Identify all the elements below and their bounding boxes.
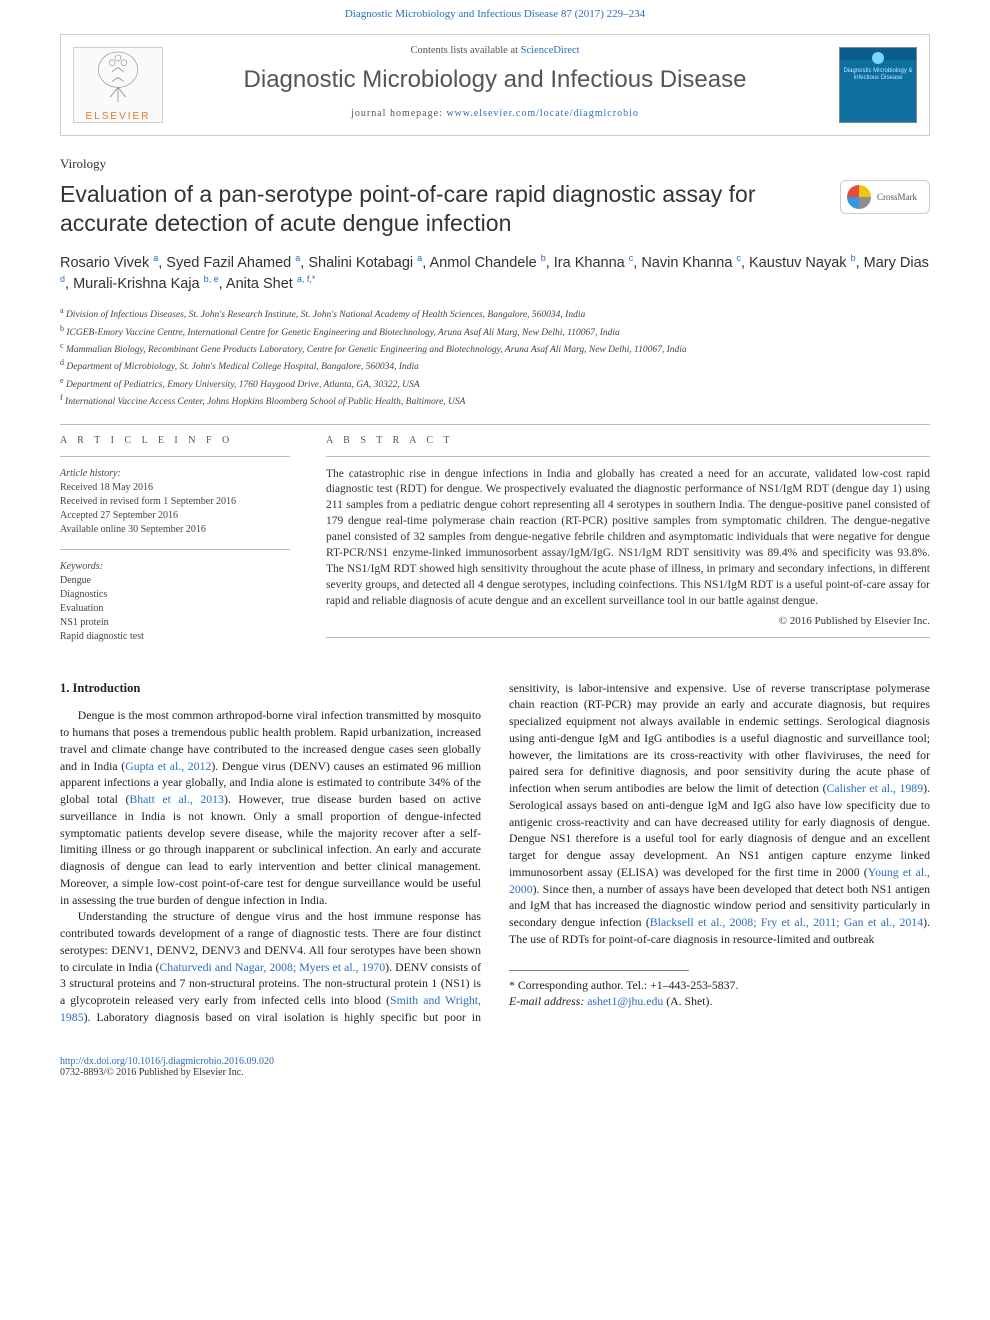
body-text: 1. Introduction Dengue is the most commo… [60, 680, 930, 1026]
elsevier-logo: ELSEVIER [73, 47, 163, 123]
journal-cover-image: Diagnostic Microbiology & Infectious Dis… [839, 47, 917, 123]
abstract-rule-bottom [326, 637, 930, 638]
journal-title: Diagnostic Microbiology and Infectious D… [181, 66, 809, 94]
article-info-column: A R T I C L E I N F O Article history: R… [60, 435, 290, 656]
author-aff-sup: a [295, 253, 300, 263]
contents-lists-text: Contents lists available at ScienceDirec… [181, 45, 809, 56]
article-info-header: A R T I C L E I N F O [60, 435, 290, 446]
email-suffix: (A. Shet). [663, 994, 712, 1008]
cite-calisher[interactable]: Calisher et al., 1989 [827, 781, 924, 795]
affiliation-line: e Department of Pediatrics, Emory Univer… [60, 375, 930, 392]
cite-bhatt[interactable]: Bhatt et al., 2013 [129, 792, 224, 806]
info-rule-2 [60, 549, 290, 550]
author-aff-sup: b [541, 253, 546, 263]
article-section-label: Virology [60, 156, 930, 172]
author-name: Shalini Kotabagi [308, 254, 417, 270]
journal-reference-link[interactable]: Diagnostic Microbiology and Infectious D… [345, 8, 645, 20]
corresponding-email-line: E-mail address: ashet1@jhu.edu (A. Shet)… [509, 993, 930, 1010]
author-aff-sup: c [629, 253, 634, 263]
affiliation-line: a Division of Infectious Diseases, St. J… [60, 305, 930, 322]
elsevier-tree-icon [88, 48, 148, 107]
author-aff-sup: d [60, 274, 65, 284]
author-name: Kaustuv Nayak [749, 254, 851, 270]
affiliation-line: f International Vaccine Access Center, J… [60, 392, 930, 409]
author-aff-sup: a [417, 253, 422, 263]
author-aff-sup: b, e [204, 274, 219, 284]
affiliation-line: b ICGEB-Emory Vaccine Centre, Internatio… [60, 323, 930, 340]
aff-ref-link[interactable]: c [736, 253, 741, 263]
doi-link[interactable]: http://dx.doi.org/10.1016/j.diagmicrobio… [60, 1056, 274, 1067]
affiliations-list: a Division of Infectious Diseases, St. J… [60, 305, 930, 409]
author-aff-sup: c [736, 253, 741, 263]
abstract-copyright: © 2016 Published by Elsevier Inc. [326, 615, 930, 627]
aff-ref-link[interactable]: a [153, 253, 158, 263]
info-rule-1 [60, 456, 290, 457]
cite-blacksell[interactable]: Blacksell et al., 2008; Fry et al., 2011… [650, 915, 923, 929]
elsevier-logo-text: ELSEVIER [86, 111, 151, 122]
intro-heading: 1. Introduction [60, 680, 481, 698]
sciencedirect-link[interactable]: ScienceDirect [521, 45, 580, 56]
journal-reference-top: Diagnostic Microbiology and Infectious D… [0, 0, 990, 24]
author-name: Rosario Vivek [60, 254, 153, 270]
abstract-column: A B S T R A C T The catastrophic rise in… [326, 435, 930, 656]
journal-header: ELSEVIER Diagnostic Microbiology & Infec… [60, 34, 930, 136]
abstract-rule [326, 456, 930, 457]
author-name: Navin Khanna [641, 254, 736, 270]
aff-ref-link[interactable]: a [417, 253, 422, 263]
journal-homepage-line: journal homepage: www.elsevier.com/locat… [181, 108, 809, 119]
divider-top [60, 424, 930, 425]
history-received: Received 18 May 2016 [60, 481, 290, 495]
author-aff-sup: a [153, 253, 158, 263]
author-name: Syed Fazil Ahamed [166, 254, 295, 270]
history-revised: Received in revised form 1 September 201… [60, 495, 290, 509]
p1-c: ). However, true disease burden based on… [60, 792, 481, 907]
keywords-label: Keywords: [60, 560, 290, 574]
abstract-text: The catastrophic rise in dengue infectio… [326, 467, 930, 610]
crossmark-label: CrossMark [877, 192, 917, 202]
keyword-item: Evaluation [60, 602, 290, 616]
history-accepted: Accepted 27 September 2016 [60, 509, 290, 523]
keyword-item: Diagnostics [60, 588, 290, 602]
email-label: E-mail address: [509, 994, 587, 1008]
aff-ref-link[interactable]: d [60, 274, 65, 284]
corresponding-author: * Corresponding author. Tel.: +1–443-253… [509, 977, 930, 994]
affiliation-line: c Mammalian Biology, Recombinant Gene Pr… [60, 340, 930, 357]
author-name: Murali-Krishna Kaja [73, 276, 204, 292]
author-name: Anita Shet [226, 276, 297, 292]
author-name: Anmol Chandele [429, 254, 540, 270]
crossmark-icon [847, 185, 871, 209]
aff-ref-link[interactable]: b [541, 253, 546, 263]
crossmark-badge[interactable]: CrossMark [840, 180, 930, 214]
keywords-list: DengueDiagnosticsEvaluationNS1 proteinRa… [60, 574, 290, 644]
homepage-prefix: journal homepage: [351, 108, 446, 119]
cover-dot-icon [872, 52, 884, 64]
cover-title-text: Diagnostic Microbiology & Infectious Dis… [840, 68, 916, 82]
aff-ref-link[interactable]: a [295, 253, 300, 263]
authors-list: Rosario Vivek a, Syed Fazil Ahamed a, Sh… [60, 252, 930, 296]
abstract-header: A B S T R A C T [326, 435, 930, 446]
author-aff-sup: a, f,* [297, 274, 316, 284]
author-name: Mary Dias [864, 254, 929, 270]
aff-ref-link[interactable]: b [851, 253, 856, 263]
aff-ref-link[interactable]: c [629, 253, 634, 263]
corresponding-email-link[interactable]: ashet1@jhu.edu [587, 994, 663, 1008]
aff-ref-link[interactable]: b, e [204, 274, 219, 284]
cite-gupta[interactable]: Gupta et al., 2012 [125, 759, 211, 773]
footer-block: http://dx.doi.org/10.1016/j.diagmicrobio… [60, 1056, 930, 1078]
keyword-item: Dengue [60, 574, 290, 588]
keyword-item: NS1 protein [60, 616, 290, 630]
article-title: Evaluation of a pan-serotype point-of-ca… [60, 180, 828, 238]
issn-line: 0732-8893/© 2016 Published by Elsevier I… [60, 1067, 930, 1078]
journal-homepage-link[interactable]: www.elsevier.com/locate/diagmicrobio [446, 108, 639, 119]
aff-ref-link[interactable]: a, f, [297, 274, 312, 284]
footnote-rule [509, 970, 689, 971]
author-name: Ira Khanna [554, 254, 629, 270]
keyword-item: Rapid diagnostic test [60, 630, 290, 644]
affiliation-line: d Department of Microbiology, St. John's… [60, 357, 930, 374]
author-aff-sup: b [851, 253, 856, 263]
cite-chaturvedi[interactable]: Chaturvedi and Nagar, 2008; Myers et al.… [159, 960, 385, 974]
history-online: Available online 30 September 2016 [60, 523, 290, 537]
history-label: Article history: [60, 467, 290, 481]
contents-lists-prefix: Contents lists available at [410, 45, 520, 56]
